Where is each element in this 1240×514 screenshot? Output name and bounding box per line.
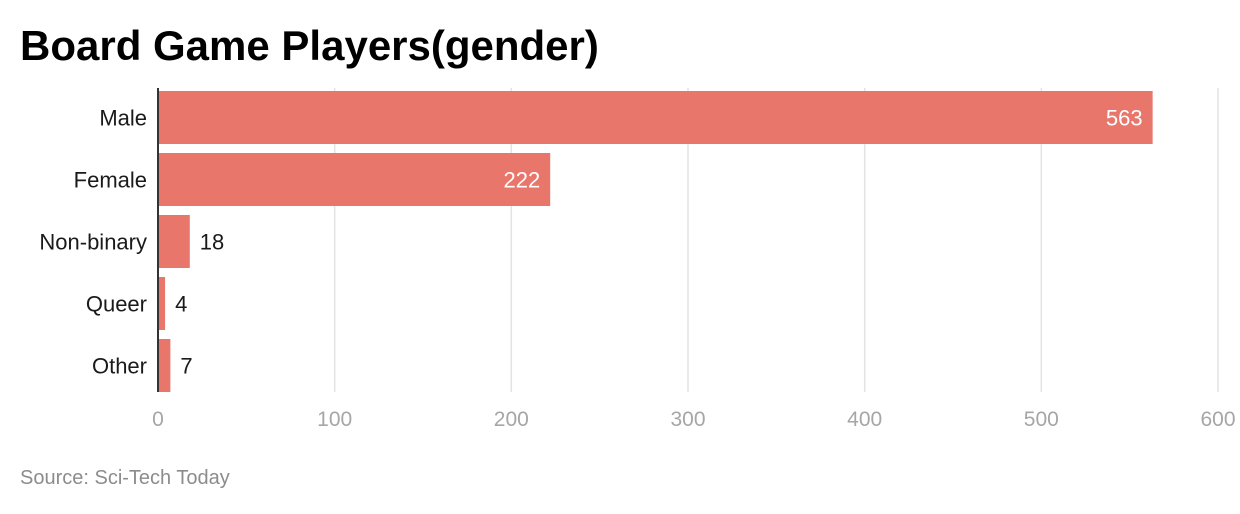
- x-tick-label: 500: [1024, 408, 1059, 431]
- category-label: Non-binary: [39, 230, 147, 255]
- source-note: Source: Sci-Tech Today: [20, 467, 230, 489]
- x-tick-label: 400: [847, 408, 882, 431]
- bar-chart: Male Female Non-binary Queer Other 563 222 18 4…: [39, 88, 1236, 431]
- data-label: 18: [200, 230, 224, 255]
- bar: [158, 91, 1153, 144]
- x-tick-label: 100: [317, 408, 352, 431]
- category-label: Male: [99, 106, 147, 131]
- data-label: 563: [1106, 106, 1143, 131]
- data-label: 7: [180, 354, 192, 379]
- x-axis-tick-labels: 0 100 200 300 400 500 600: [152, 408, 1235, 431]
- data-label: 4: [175, 292, 187, 317]
- x-tick-label: 0: [152, 408, 164, 431]
- x-tick-label: 200: [494, 408, 529, 431]
- category-label: Other: [92, 354, 147, 379]
- bars: [158, 91, 1153, 392]
- chart-title: Board Game Players(gender): [20, 22, 599, 69]
- x-tick-label: 300: [670, 408, 705, 431]
- bar: [158, 215, 190, 268]
- category-label: Queer: [86, 292, 147, 317]
- bar: [158, 277, 166, 330]
- category-labels: Male Female Non-binary Queer Other: [39, 106, 147, 379]
- value-labels: 563 222 18 4 7: [175, 106, 1143, 379]
- bar: [158, 339, 171, 392]
- category-label: Female: [74, 168, 147, 193]
- x-tick-label: 600: [1200, 408, 1235, 431]
- data-label: 222: [503, 168, 540, 193]
- bar: [158, 153, 551, 206]
